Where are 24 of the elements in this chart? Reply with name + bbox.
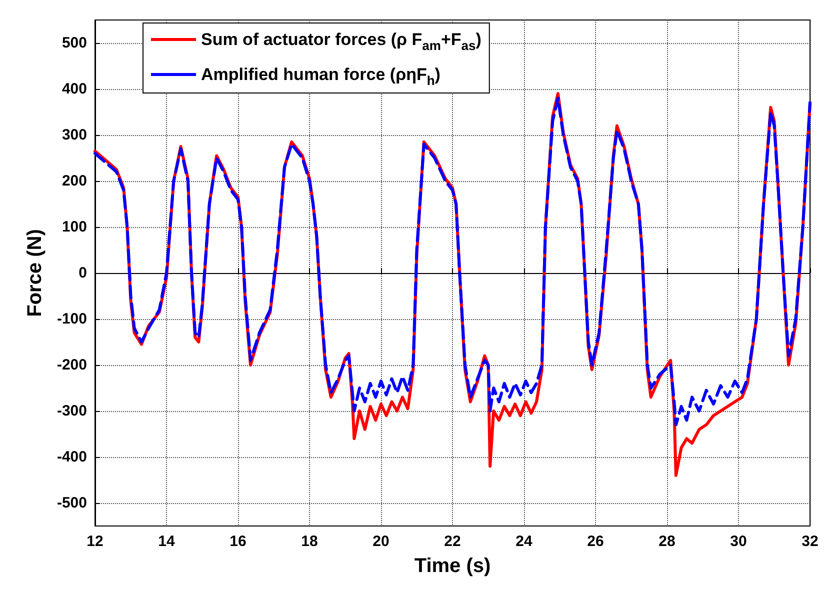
x-tick-label: 26 bbox=[587, 533, 604, 550]
x-tick-label: 18 bbox=[301, 533, 318, 550]
y-tick-label: 500 bbox=[62, 34, 87, 52]
y-tick-label: -500 bbox=[56, 494, 87, 512]
y-tick-label: -100 bbox=[56, 310, 87, 328]
y-tick-label: -200 bbox=[56, 356, 87, 374]
x-tick-label: 24 bbox=[516, 533, 533, 550]
x-tick-label: 14 bbox=[158, 533, 176, 550]
x-tick-label: 30 bbox=[730, 533, 747, 550]
y-axis-title: Force (N) bbox=[24, 229, 46, 317]
y-tick-label: 200 bbox=[62, 172, 87, 190]
y-tick-label: 300 bbox=[62, 126, 87, 144]
x-axis-title: Time (s) bbox=[414, 555, 491, 577]
x-tick-label: 20 bbox=[372, 533, 390, 550]
x-tick-label: 28 bbox=[658, 533, 676, 550]
y-tick-label: -300 bbox=[56, 402, 87, 420]
x-tick-label: 12 bbox=[86, 533, 104, 550]
x-tick-label: 32 bbox=[802, 533, 818, 550]
y-tick-label: 0 bbox=[78, 264, 87, 282]
y-tick-label: 100 bbox=[62, 218, 87, 236]
x-tick-label: 22 bbox=[444, 533, 461, 550]
y-tick-label: -400 bbox=[56, 448, 87, 466]
x-tick-label: 16 bbox=[230, 533, 246, 550]
y-tick-label: 400 bbox=[62, 80, 87, 98]
